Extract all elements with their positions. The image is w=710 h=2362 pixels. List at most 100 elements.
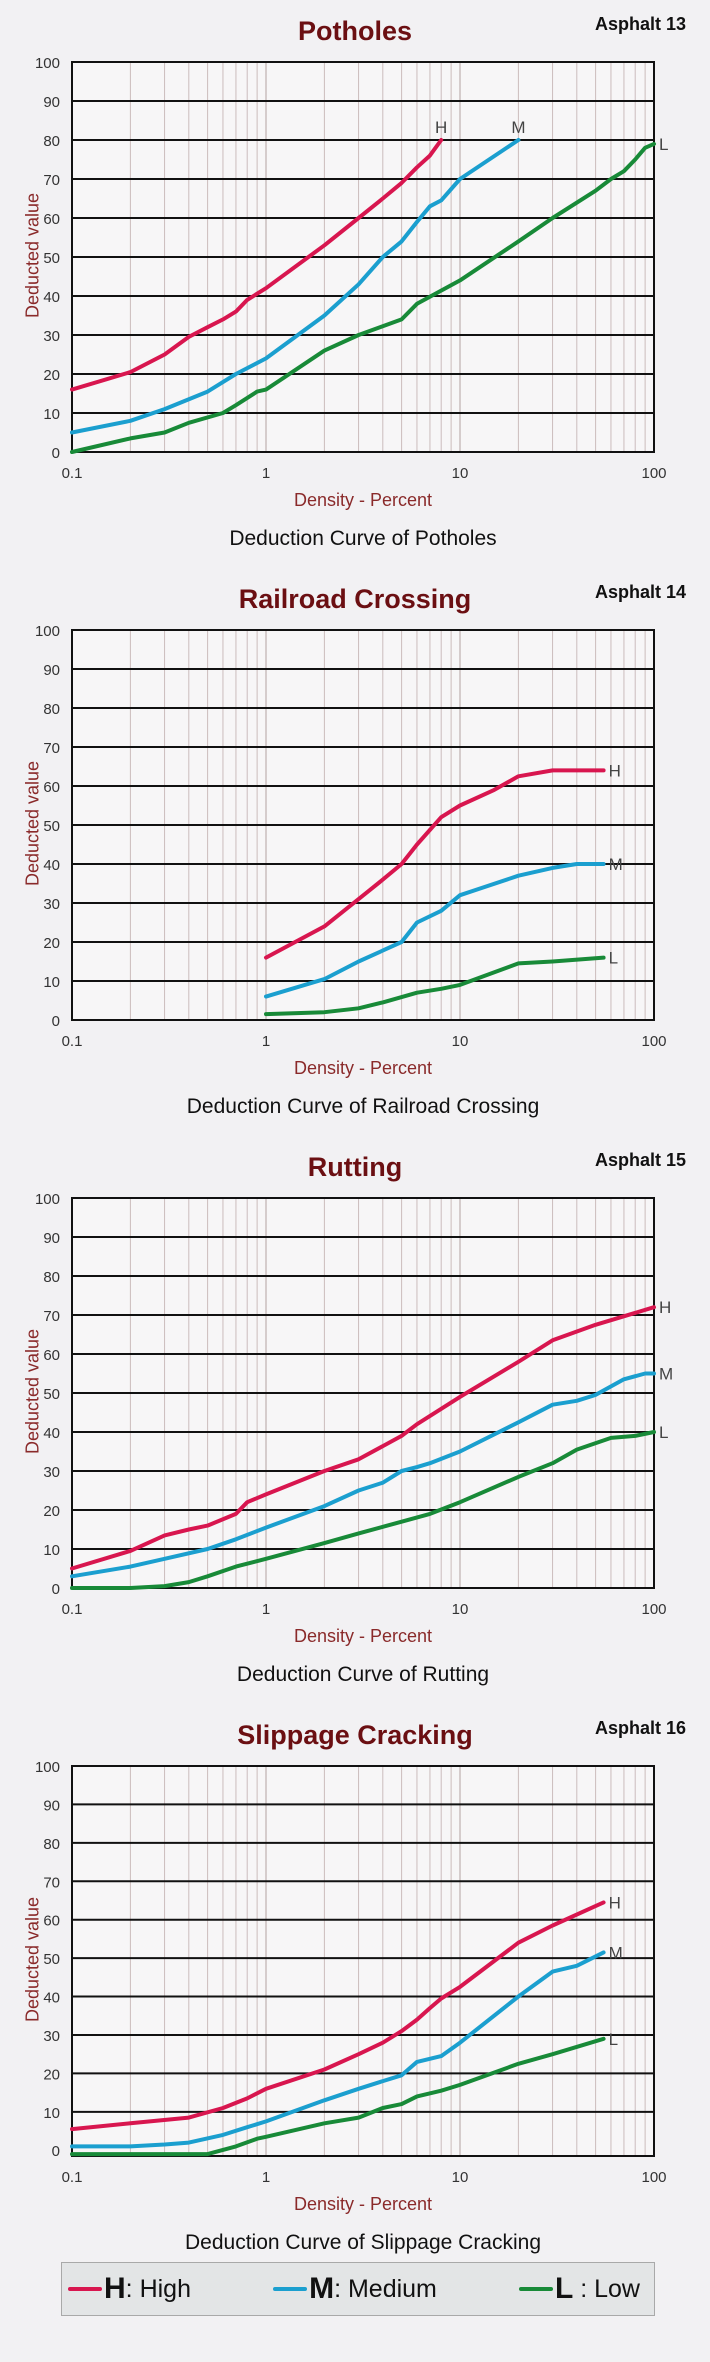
x-tick-label: 0.1 [62,1601,83,1618]
y-tick-label: 40 [43,289,60,306]
plot-border [71,1765,655,2157]
series-line-L [70,2036,606,2157]
legend-item-high: H: High [68,2272,191,2306]
legend-sep: : [334,2274,348,2303]
series-end-label: M [609,855,623,874]
y-tick-label: 70 [43,1308,60,1325]
y-tick-label: 30 [43,2028,60,2045]
series-end-label: L [609,2030,618,2049]
legend-swatch-high [68,2287,102,2291]
chart-code: Asphalt 16 [594,1718,686,1738]
y-tick-label: 40 [43,1990,60,2007]
y-tick-label: 50 [43,1951,60,1968]
y-tick-label: 70 [43,1874,60,1891]
x-axis-label: Density - Percent [293,1058,433,1078]
y-axis-label: Deducted value [22,1328,43,1455]
x-tick-label: 0.1 [62,465,83,482]
y-tick-label: 30 [43,328,60,345]
series-line-H [264,768,606,960]
y-tick-label: 90 [43,1230,60,1247]
legend-label: High [139,2274,191,2303]
chart-title: Potholes [297,16,412,46]
legend-label: Medium [347,2274,437,2303]
x-axis-label: Density - Percent [293,1626,433,1646]
y-tick-label: 20 [43,935,60,952]
y-tick-label: 60 [43,211,60,228]
y-tick-label: 60 [43,779,60,796]
chart-title: Railroad Crossing [238,584,472,614]
chart-code: Asphalt 14 [594,582,686,602]
y-tick-label: 60 [43,1347,60,1364]
chart-plot: 0 10 20 30 40 50 60 70 80 90 100 0.1 1 10 100 H M L [35,1191,673,1618]
series-end-label: L [609,949,618,968]
y-tick-label: 30 [43,896,60,913]
series-line-L [264,955,606,1017]
x-tick-label: 100 [641,465,666,482]
series-end-label: M [511,118,525,137]
chart-code: Asphalt 15 [594,1150,686,1170]
x-axis-label: Density - Percent [293,2194,433,2214]
series-line-H [70,1305,656,1571]
y-tick-label: 100 [35,55,60,72]
legend-key: H [104,2272,126,2305]
y-tick-label: 80 [43,701,60,718]
y-tick-label: 0 [52,445,60,462]
x-tick-label: 10 [452,1033,469,1050]
y-axis-label: Deducted value [22,192,43,319]
chart-plot: 0 10 20 30 40 50 60 70 80 90 100 0.1 1 10 100 H M L [35,55,669,482]
series-line-H [70,138,444,392]
y-tick-label: 80 [43,1836,60,1853]
y-tick-label: 0 [52,2143,60,2160]
plot-border [71,1197,655,1589]
chart-title: Rutting [307,1152,403,1182]
chart-caption: Deduction Curve of Slippage Cracking [184,2231,542,2254]
y-tick-label: 90 [43,662,60,679]
x-tick-label: 100 [641,1033,666,1050]
y-tick-label: 20 [43,1503,60,1520]
legend-sep: : [573,2274,595,2303]
x-tick-label: 10 [452,1601,469,1618]
y-tick-label: 60 [43,1913,60,1930]
series-end-label: H [659,1298,671,1317]
chart-plot: 0 10 20 30 40 50 60 70 80 90 100 0.1 1 10 100 H M L [35,623,667,1050]
plot-border [71,629,655,1021]
x-tick-label: 1 [262,465,270,482]
y-tick-label: 90 [43,1797,60,1814]
x-tick-label: 0.1 [62,2169,83,2186]
chart-caption: Deduction Curve of Railroad Crossing [186,1095,540,1118]
y-tick-label: 30 [43,1464,60,1481]
y-tick-label: 50 [43,250,60,267]
series-line-M [264,862,606,999]
chart-rutting: Asphalt 15 Rutting 0 10 20 30 40 50 60 70 80 90 10… [0,1136,710,1704]
y-tick-label: 80 [43,1269,60,1286]
series-line-L [70,141,656,454]
y-tick-label: 70 [43,172,60,189]
chart-caption: Deduction Curve of Rutting [236,1663,490,1686]
legend-sep: : [125,2274,140,2303]
y-tick-label: 10 [43,2105,60,2122]
series-line-M [70,1371,656,1579]
legend-key: L [554,2272,574,2305]
chart-caption: Deduction Curve of Potholes [229,527,497,550]
y-tick-label: 50 [43,818,60,835]
chart-slippage-cracking: Asphalt 16 Slippage Cracking 0 10 20 30 40 50… [0,1704,710,2272]
y-tick-label: 20 [43,367,60,384]
legend-key: M [309,2272,335,2305]
series-line-M [70,1950,606,2149]
series-end-label: L [659,135,668,154]
series-line-M [70,138,521,435]
x-axis-label: Density - Percent [293,490,433,510]
y-tick-label: 40 [43,857,60,874]
legend-swatch-medium [273,2287,308,2291]
legend: H: High M: Medium L : Low [61,2262,655,2316]
y-tick-label: 0 [52,1581,60,1598]
y-axis-label: Deducted value [22,1896,43,2023]
legend-item-medium: M: Medium [273,2272,437,2306]
x-tick-label: 100 [641,2169,666,2186]
y-tick-label: 20 [43,2066,60,2083]
legend-label: Low [594,2274,640,2303]
chart-title: Slippage Cracking [237,1720,473,1750]
y-tick-label: 90 [43,94,60,111]
x-tick-label: 1 [262,2169,270,2186]
y-tick-label: 70 [43,740,60,757]
